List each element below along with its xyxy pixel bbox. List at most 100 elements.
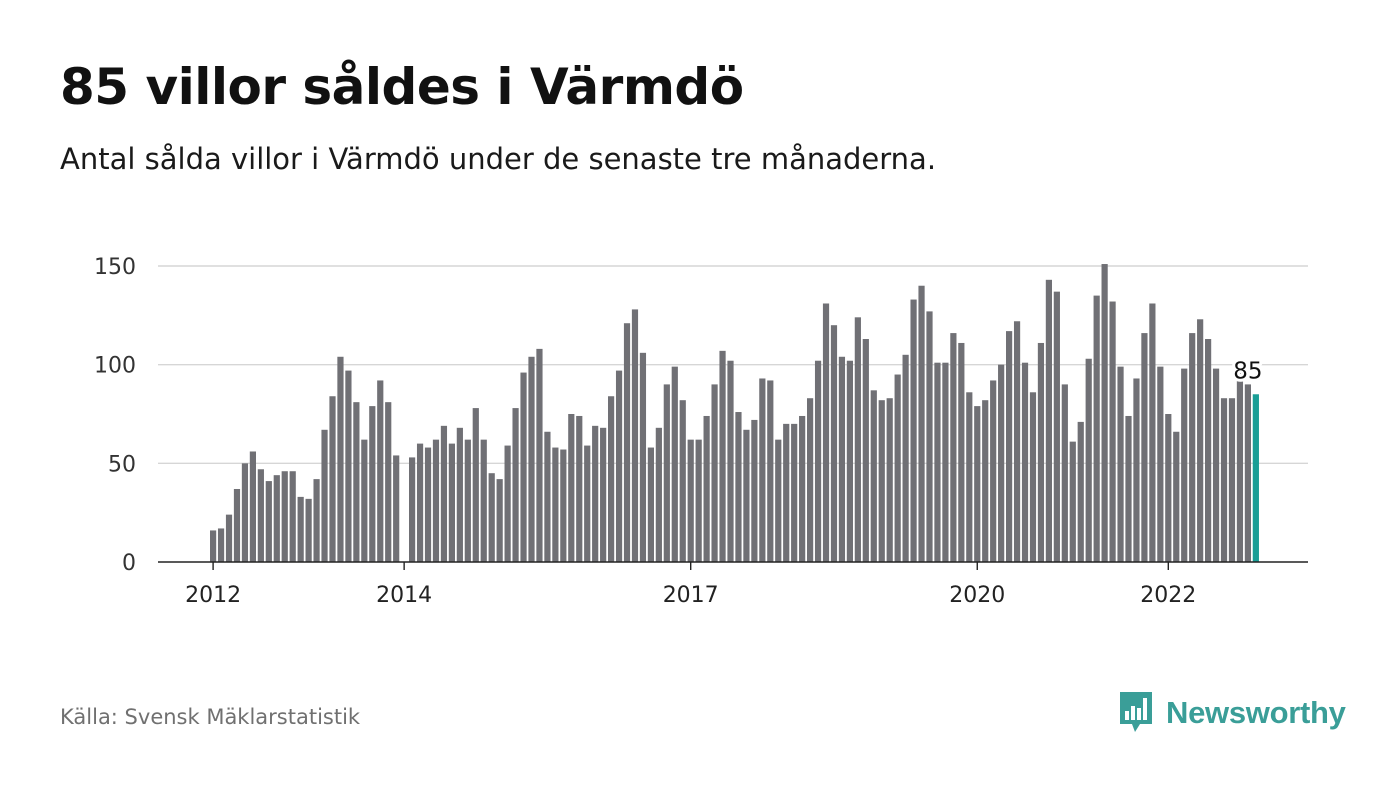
bar <box>727 360 734 562</box>
x-tick-label: 2012 <box>185 583 241 608</box>
bar <box>990 380 997 562</box>
x-tick-label: 2017 <box>663 583 719 608</box>
bar <box>631 309 639 562</box>
bar <box>998 364 1005 562</box>
bar <box>225 514 233 562</box>
bar <box>886 398 893 562</box>
bar <box>480 439 487 562</box>
bar <box>1181 368 1188 562</box>
x-tick-label: 2022 <box>1140 583 1196 608</box>
bar <box>1053 291 1060 562</box>
bar <box>719 350 726 562</box>
bar <box>647 447 654 562</box>
source-note: Källa: Svensk Mäklarstatistik <box>60 705 361 729</box>
bar <box>249 451 256 562</box>
bar <box>210 530 217 562</box>
bar <box>918 285 925 562</box>
bar <box>584 445 591 562</box>
bar <box>1061 384 1068 562</box>
bar <box>536 348 543 562</box>
newsworthy-logo: Newsworthy <box>1118 690 1346 736</box>
bar <box>353 402 360 562</box>
bar <box>512 408 519 562</box>
bar <box>576 415 583 562</box>
bar <box>615 370 623 562</box>
bar <box>838 356 846 562</box>
bar <box>799 415 806 562</box>
y-tick-label: 50 <box>108 452 136 477</box>
bar <box>623 323 631 562</box>
bar <box>870 390 877 562</box>
bar <box>369 406 376 562</box>
highlight-data-label: 85 <box>1233 358 1262 384</box>
bar <box>878 400 885 562</box>
bar <box>1133 378 1140 562</box>
bar <box>1069 441 1076 562</box>
bar <box>1013 321 1021 562</box>
bar <box>846 360 853 562</box>
bar <box>496 479 503 562</box>
bar <box>1085 358 1092 562</box>
bar <box>1006 331 1013 562</box>
bar <box>1093 295 1100 562</box>
bar <box>1117 366 1124 562</box>
bar <box>1109 301 1116 562</box>
bar <box>265 481 272 562</box>
bar <box>982 400 989 562</box>
bar <box>703 415 710 562</box>
bar <box>743 429 750 562</box>
bar <box>751 419 758 562</box>
bar-highlight <box>1252 394 1259 562</box>
bar <box>560 449 567 562</box>
bar <box>472 408 479 562</box>
bar <box>974 406 981 562</box>
bar <box>313 479 320 562</box>
bar <box>1205 339 1212 562</box>
bar <box>1029 392 1037 562</box>
bar <box>488 473 495 562</box>
bar <box>1101 264 1108 562</box>
bar <box>1021 362 1029 562</box>
bar <box>687 439 694 562</box>
bar <box>1228 398 1236 562</box>
bar <box>432 439 440 562</box>
bar <box>377 380 384 562</box>
bar <box>528 356 535 562</box>
bar <box>321 429 328 562</box>
x-tick-label: 2014 <box>376 583 432 608</box>
bar <box>337 356 344 562</box>
bar <box>655 427 662 562</box>
bar <box>273 475 280 562</box>
bar <box>1197 319 1204 562</box>
bar <box>894 374 901 562</box>
bar <box>456 427 463 562</box>
highlight-label-halo: 85 <box>1233 358 1262 384</box>
bar <box>814 360 822 562</box>
bar <box>281 471 288 562</box>
bar <box>854 317 861 562</box>
bar <box>361 439 368 562</box>
bar <box>822 303 830 562</box>
bar <box>663 384 670 562</box>
bar <box>1037 342 1045 562</box>
page-title: 85 villor såldes i Värmdö <box>60 58 744 116</box>
bar <box>910 299 917 562</box>
bar <box>385 402 392 562</box>
bar <box>950 333 957 562</box>
bar <box>1077 421 1084 562</box>
bar <box>416 443 424 562</box>
bar <box>679 400 686 562</box>
bar <box>257 469 264 562</box>
bar <box>862 339 869 562</box>
page-subtitle: Antal sålda villor i Värmdö under de sen… <box>60 142 937 176</box>
bar <box>600 427 607 562</box>
brand-name: Newsworthy <box>1166 695 1346 730</box>
bar <box>1212 368 1220 562</box>
y-tick-label: 100 <box>94 354 136 379</box>
bar <box>783 423 790 562</box>
bar <box>791 423 798 562</box>
bar <box>1220 398 1228 562</box>
bar <box>767 380 774 562</box>
bar <box>345 370 352 562</box>
bar <box>1189 333 1196 562</box>
